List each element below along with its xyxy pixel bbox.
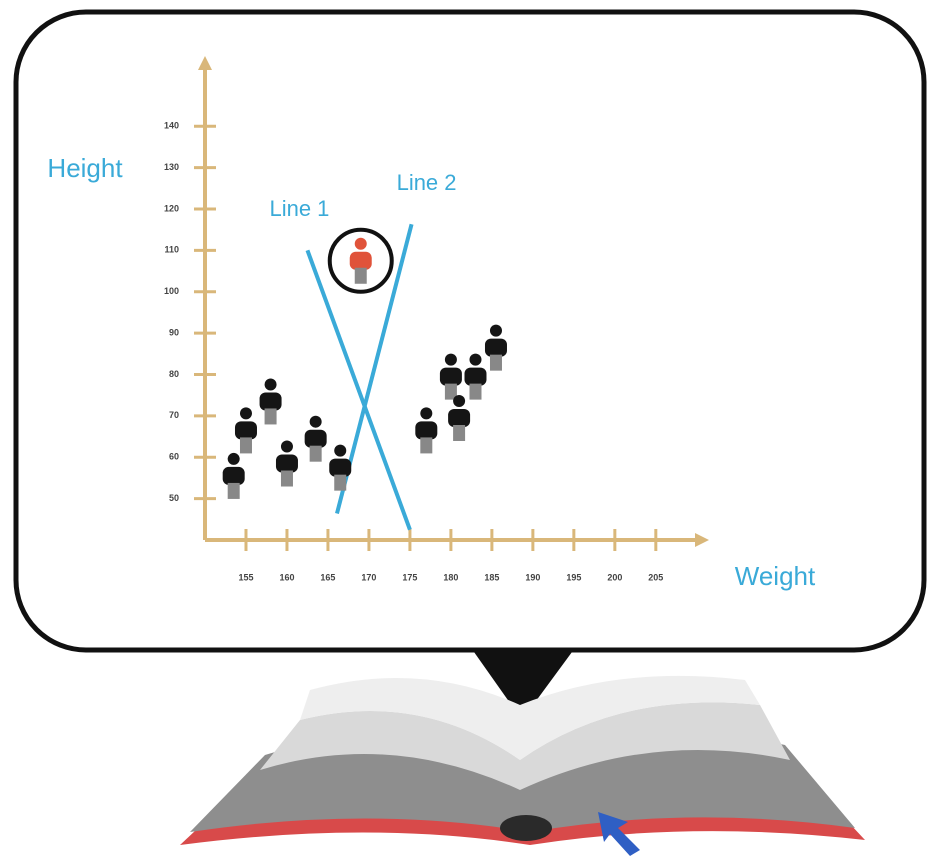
person-legs <box>239 437 252 454</box>
highlight-circle <box>327 227 394 294</box>
person-body <box>222 466 245 485</box>
x-tick-label: 185 <box>484 572 499 582</box>
person-legs <box>264 408 277 425</box>
person-legs <box>280 470 293 487</box>
x-tick-label: 180 <box>443 572 458 582</box>
y-tick-label: 70 <box>169 410 179 420</box>
person-head <box>354 237 367 250</box>
person-legs <box>334 474 347 491</box>
person-point <box>484 324 507 371</box>
person-point <box>259 378 282 425</box>
y-tick-label: 80 <box>169 369 179 379</box>
y-tick-label: 60 <box>169 452 179 462</box>
person-head <box>264 378 277 391</box>
person-head <box>469 353 482 366</box>
person-head <box>239 407 252 420</box>
y-tick-label: 110 <box>164 245 179 255</box>
x-tick-label: 200 <box>607 572 622 582</box>
person-head <box>334 444 347 457</box>
person-body <box>464 367 487 386</box>
person-head <box>420 407 433 420</box>
person-body <box>259 392 282 411</box>
x-tick-label: 170 <box>361 572 376 582</box>
y-tick-label: 130 <box>164 162 179 172</box>
person-body <box>329 458 352 477</box>
x-tick-label: 195 <box>566 572 581 582</box>
y-axis-label: Height <box>47 153 123 183</box>
person-point <box>349 237 372 284</box>
person-head <box>453 395 466 407</box>
person-body <box>349 251 372 270</box>
y-tick-label: 50 <box>169 493 179 503</box>
person-legs <box>489 354 502 371</box>
y-tick-label: 100 <box>164 286 179 296</box>
person-point <box>275 440 298 487</box>
person-body <box>415 421 438 440</box>
person-head <box>444 353 457 366</box>
x-tick-label: 190 <box>525 572 540 582</box>
separator-line <box>305 249 412 531</box>
person-head <box>309 415 322 428</box>
x-tick-label: 155 <box>238 572 253 582</box>
person-body <box>484 338 507 357</box>
person-point <box>234 407 257 454</box>
person-head <box>227 452 240 465</box>
person-point <box>464 353 487 400</box>
person-legs <box>453 425 466 441</box>
person-body <box>304 429 327 448</box>
person-point <box>439 353 462 400</box>
y-tick-label: 140 <box>164 121 179 131</box>
x-tick-label: 205 <box>648 572 663 582</box>
y-tick-label: 120 <box>164 203 179 213</box>
person-legs <box>227 482 240 499</box>
person-legs <box>420 437 433 454</box>
line-label: Line 1 <box>269 196 329 221</box>
person-point <box>222 452 245 499</box>
speech-bubble <box>13 9 927 653</box>
y-axis-arrow <box>198 56 212 70</box>
person-body <box>275 454 298 473</box>
person-point <box>448 395 471 441</box>
x-axis-arrow <box>695 533 709 547</box>
person-point <box>329 444 352 491</box>
person-legs <box>444 383 457 400</box>
person-point <box>415 407 438 454</box>
person-body <box>234 421 257 440</box>
person-legs <box>469 383 482 400</box>
book <box>180 675 865 856</box>
person-point <box>304 415 327 462</box>
x-tick-label: 160 <box>279 572 294 582</box>
person-legs <box>354 267 367 284</box>
y-tick-label: 90 <box>169 327 179 337</box>
person-body <box>448 409 471 427</box>
x-axis-label: Weight <box>735 561 816 591</box>
person-legs <box>309 445 322 462</box>
line-label: Line 2 <box>397 170 457 195</box>
person-body <box>439 367 462 386</box>
person-head <box>280 440 293 453</box>
bubble-pointer <box>474 652 572 720</box>
x-tick-label: 175 <box>402 572 417 582</box>
person-head <box>489 324 502 337</box>
x-tick-label: 165 <box>320 572 335 582</box>
